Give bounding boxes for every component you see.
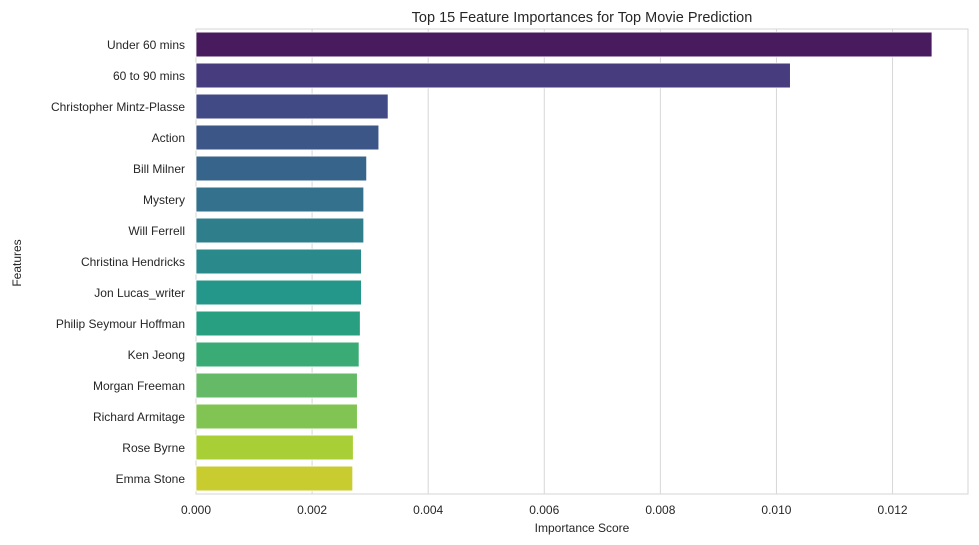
y-tick-label: Christina Hendricks xyxy=(81,255,185,269)
y-tick-label: Action xyxy=(152,131,185,145)
y-tick-label: Mystery xyxy=(143,193,185,207)
bar xyxy=(195,465,354,492)
y-axis-label: Features xyxy=(10,239,24,286)
bar xyxy=(195,248,362,275)
bar xyxy=(195,403,358,430)
y-tick-label: Morgan Freeman xyxy=(93,379,185,393)
x-tick-label: 0.006 xyxy=(529,503,559,517)
bar xyxy=(195,155,368,182)
x-tick-label: 0.012 xyxy=(878,503,908,517)
bar xyxy=(195,93,389,120)
bar xyxy=(195,186,365,213)
y-tick-label: Philip Seymour Hoffman xyxy=(56,317,185,331)
x-axis-label: Importance Score xyxy=(535,521,630,535)
y-tick-label: Rose Byrne xyxy=(122,441,185,455)
bar xyxy=(195,279,362,306)
y-tick-label: Jon Lucas_writer xyxy=(94,286,185,300)
bar xyxy=(195,341,360,368)
y-tick-label: Will Ferrell xyxy=(128,224,185,238)
y-tick-labels: Under 60 mins 60 to 90 mins Christopher Mi… xyxy=(51,38,185,486)
y-tick-label: Ken Jeong xyxy=(128,348,185,362)
bar xyxy=(195,310,361,337)
bar xyxy=(195,217,365,244)
bar xyxy=(195,434,354,461)
bar xyxy=(195,124,380,151)
y-tick-label: 60 to 90 mins xyxy=(113,69,185,83)
y-tick-label: Under 60 mins xyxy=(107,38,185,52)
y-tick-label: Richard Armitage xyxy=(93,410,185,424)
x-tick-label: 0.004 xyxy=(413,503,443,517)
bar xyxy=(195,62,791,89)
x-tick-label: 0.010 xyxy=(761,503,791,517)
x-tick-label: 0.008 xyxy=(645,503,675,517)
bar xyxy=(195,31,933,58)
y-tick-label: Bill Milner xyxy=(133,162,185,176)
bar xyxy=(195,372,358,399)
x-tick-labels: 0.000 0.002 0.004 0.006 0.008 0.010 0.012 xyxy=(181,503,908,517)
chart-title: Top 15 Feature Importances for Top Movie… xyxy=(412,10,753,26)
y-tick-label: Christopher Mintz-Plasse xyxy=(51,100,185,114)
x-tick-label: 0.002 xyxy=(297,503,327,517)
x-tick-label: 0.000 xyxy=(181,503,211,517)
y-tick-label: Emma Stone xyxy=(116,472,186,486)
bars xyxy=(195,31,933,492)
